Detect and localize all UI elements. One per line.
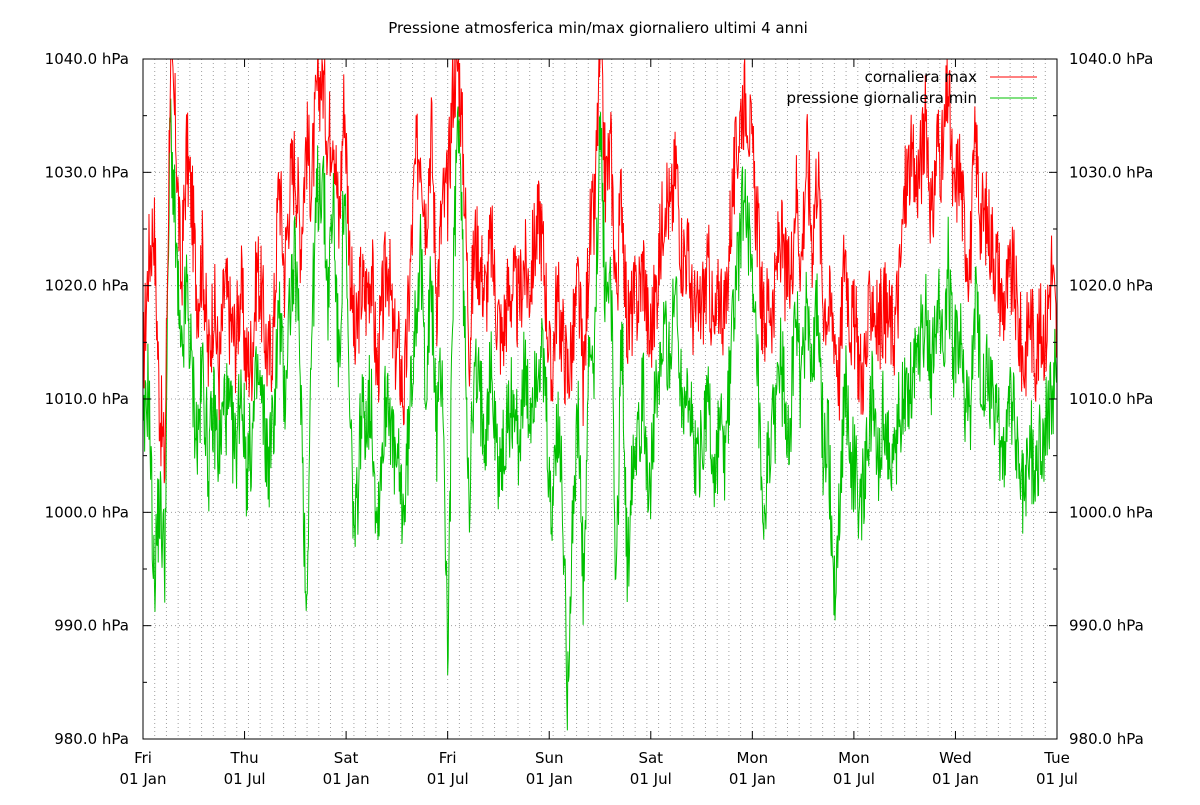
y-tick-label-right: 1010.0 hPa <box>1069 390 1153 408</box>
x-tick-label-day: Mon <box>838 749 870 767</box>
y-tick-label-left: 1010.0 hPa <box>45 390 129 408</box>
x-tick-label-day: Mon <box>737 749 769 767</box>
y-tick-label-right: 980.0 hPa <box>1069 730 1144 748</box>
x-tick-label-day: Wed <box>939 749 972 767</box>
y-tick-label-right: 1000.0 hPa <box>1069 503 1153 521</box>
y-tick-label-left: 1040.0 hPa <box>45 50 129 68</box>
legend-label: pressione giornaliera min <box>786 89 977 107</box>
x-tick-label-day: Tue <box>1043 749 1070 767</box>
y-tick-label-left: 1000.0 hPa <box>45 503 129 521</box>
x-tick-label-date: 01 Jul <box>630 770 672 788</box>
y-tick-label-left: 980.0 hPa <box>54 730 129 748</box>
y-tick-label-right: 990.0 hPa <box>1069 617 1144 635</box>
x-tick-label-date: 01 Jan <box>323 770 370 788</box>
x-tick-label-date: 01 Jan <box>932 770 979 788</box>
x-tick-label-day: Fri <box>439 749 457 767</box>
x-tick-label-date: 01 Jan <box>120 770 167 788</box>
y-tick-label-right: 1030.0 hPa <box>1069 163 1153 181</box>
x-tick-label-day: Sat <box>638 749 663 767</box>
y-tick-label-right: 1040.0 hPa <box>1069 50 1153 68</box>
x-tick-label-date: 01 Jul <box>224 770 266 788</box>
x-tick-label-day: Sun <box>535 749 564 767</box>
x-tick-label-date: 01 Jul <box>427 770 469 788</box>
x-tick-label-day: Fri <box>134 749 152 767</box>
x-tick-label-day: Thu <box>229 749 258 767</box>
series-line-min <box>142 98 1058 731</box>
x-tick-label-day: Sat <box>334 749 359 767</box>
x-tick-label-date: 01 Jul <box>833 770 875 788</box>
x-tick-label-date: 01 Jul <box>1036 770 1078 788</box>
x-tick-label-date: 01 Jan <box>526 770 573 788</box>
y-tick-label-left: 1020.0 hPa <box>45 277 129 295</box>
legend-label: cornaliera max <box>865 68 978 86</box>
y-tick-label-left: 1030.0 hPa <box>45 163 129 181</box>
y-tick-label-left: 990.0 hPa <box>54 617 129 635</box>
chart-title: Pressione atmosferica min/max giornalier… <box>388 19 808 37</box>
legend: cornaliera max pressione giornaliera min <box>786 68 1037 107</box>
axis-layer: 980.0 hPa 980.0 hPa 990.0 hPa 990.0 hPa 1000… <box>45 50 1154 788</box>
y-tick-label-right: 1020.0 hPa <box>1069 277 1153 295</box>
x-tick-label-date: 01 Jan <box>729 770 776 788</box>
